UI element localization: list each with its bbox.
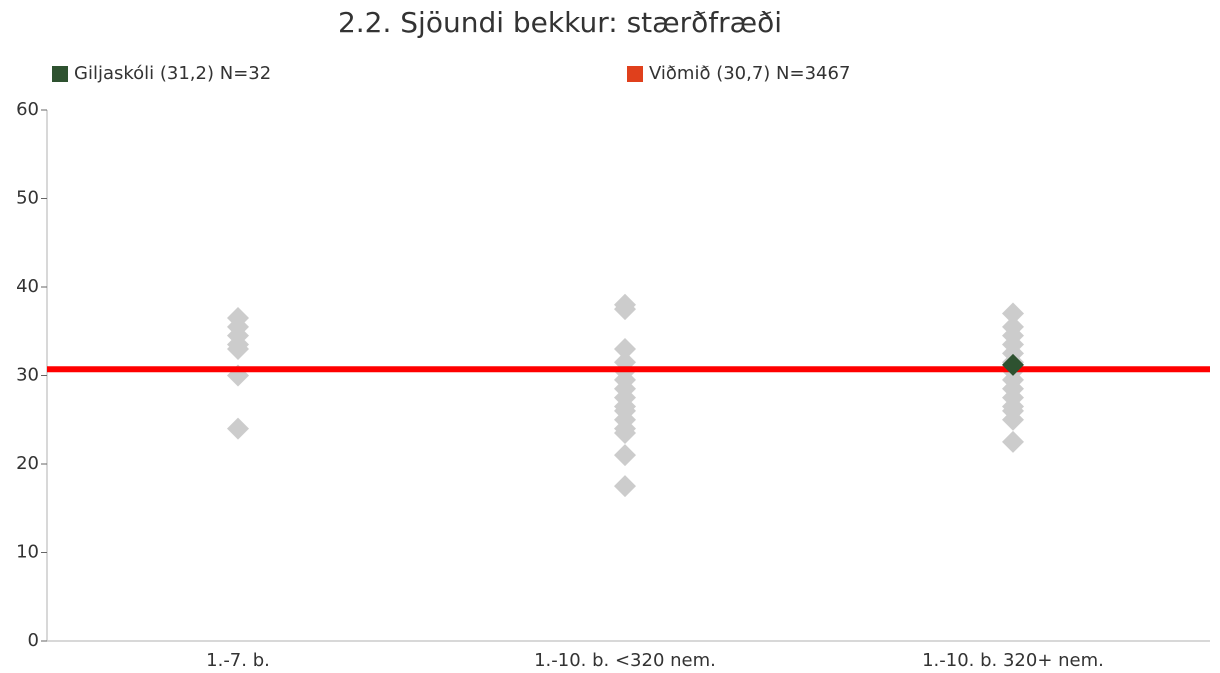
y-tick-label: 60 <box>16 99 39 120</box>
school-point <box>1002 302 1024 325</box>
school-point <box>614 422 636 445</box>
y-tick-label: 30 <box>16 365 39 386</box>
legend-label: Viðmið (30,7) N=3467 <box>649 63 850 84</box>
school-point <box>1002 430 1024 453</box>
school-point <box>1002 408 1024 431</box>
school-point <box>614 444 636 467</box>
y-tick-label: 10 <box>16 542 39 563</box>
x-tick-label: 1.-7. b. <box>206 650 270 671</box>
y-tick-label: 0 <box>28 630 39 651</box>
legend-swatch <box>627 66 643 82</box>
school-point <box>614 475 636 498</box>
school-point <box>614 337 636 360</box>
x-tick-label: 1.-10. b. 320+ nem. <box>922 650 1104 671</box>
chart-title: 2.2. Sjöundi bekkur: stærðfræði <box>338 6 782 39</box>
school-point <box>227 337 249 360</box>
legend-swatch <box>52 66 68 82</box>
legend-label: Giljaskóli (31,2) N=32 <box>74 63 271 84</box>
x-tick-label: 1.-10. b. <320 nem. <box>534 650 716 671</box>
y-tick-label: 50 <box>16 188 39 209</box>
school-point <box>614 298 636 321</box>
school-point <box>227 417 249 440</box>
y-tick-label: 20 <box>16 453 39 474</box>
highlight-point <box>1002 353 1024 376</box>
y-tick-label: 40 <box>16 276 39 297</box>
